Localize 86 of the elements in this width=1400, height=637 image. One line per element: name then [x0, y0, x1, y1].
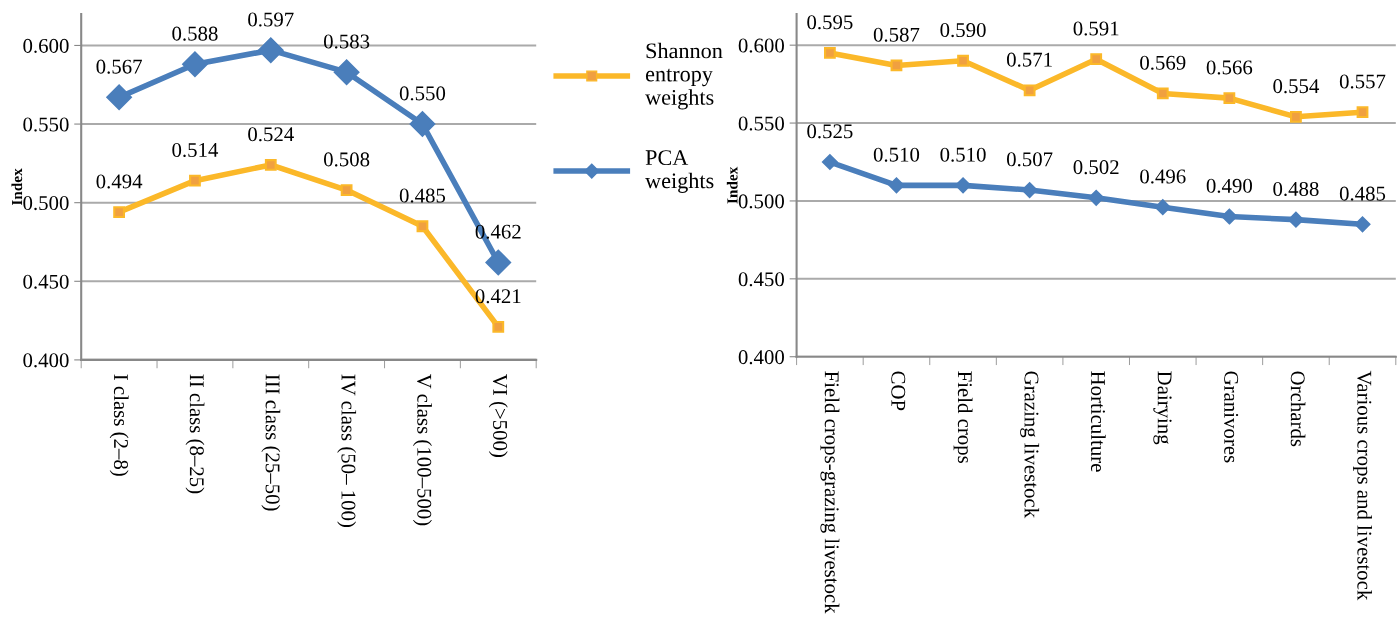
point	[113, 206, 126, 219]
point	[333, 59, 360, 86]
point	[189, 174, 201, 187]
data-label: 0.502	[1073, 160, 1119, 175]
point	[823, 47, 836, 59]
y-tick-label: 0.450	[738, 272, 784, 287]
point	[1356, 106, 1369, 119]
point	[957, 54, 969, 67]
point	[340, 184, 353, 197]
y-tick-label: 0.550	[23, 117, 69, 132]
x-tick-label: Grazing livestock	[1020, 371, 1040, 519]
y-tick-label: 0.400	[23, 353, 69, 368]
data-label: 0.588	[172, 26, 218, 41]
point	[1088, 189, 1105, 206]
y-tick-label: 0.600	[23, 38, 69, 53]
x-tick-label: IV class (50– 100)	[337, 374, 357, 527]
point	[264, 159, 277, 171]
x-tick-label: COP	[891, 371, 906, 411]
x-tick-label: Horticulture	[1090, 371, 1106, 472]
y-axis-title: Index	[11, 168, 23, 206]
point	[821, 154, 838, 170]
point	[106, 84, 132, 111]
data-label: 0.507	[1006, 152, 1053, 167]
legend-label: PCA weights	[645, 150, 714, 193]
point	[1090, 53, 1103, 66]
point	[1288, 211, 1304, 228]
data-label: 0.566	[1206, 60, 1253, 75]
point	[955, 177, 971, 194]
y-tick-label: 0.500	[23, 196, 69, 211]
data-label: 0.567	[96, 59, 142, 74]
x-tick-label: Dairying	[1153, 371, 1172, 445]
x-tick-label: II class (8–25)	[185, 374, 205, 494]
data-label: 0.569	[1140, 55, 1186, 70]
data-label: 0.590	[940, 23, 986, 38]
y-tick-label: 0.500	[738, 194, 784, 209]
point	[182, 51, 208, 78]
point	[1290, 110, 1302, 123]
point	[890, 59, 903, 72]
data-label: 0.485	[1339, 186, 1386, 201]
data-label: 0.597	[248, 12, 294, 27]
point	[1223, 92, 1236, 105]
data-label: 0.488	[1273, 181, 1319, 197]
point	[1021, 182, 1038, 198]
point	[485, 249, 512, 276]
point	[416, 220, 429, 233]
data-label: 0.587	[873, 27, 920, 42]
x-tick-label: Granivores	[1224, 371, 1239, 463]
point	[492, 320, 505, 333]
data-label: 0.557	[1339, 74, 1386, 89]
x-tick-label: V class (100–500)	[413, 374, 432, 526]
data-label: 0.524	[248, 127, 294, 142]
point	[409, 111, 436, 137]
data-label: 0.508	[323, 152, 370, 167]
legend-label: Shannon entropy weights	[645, 42, 723, 110]
point	[257, 37, 284, 63]
x-tick-label: Field crops	[953, 371, 973, 464]
data-label: 0.583	[323, 34, 370, 49]
point	[888, 177, 905, 194]
point	[1154, 199, 1171, 216]
x-tick-label: III class (25–50)	[261, 374, 281, 511]
y-tick-label: 0.600	[738, 38, 784, 53]
y-axis-title: Index	[726, 166, 738, 204]
y-tick-label: 0.550	[738, 116, 784, 131]
data-label: 0.571	[1006, 52, 1052, 67]
x-tick-label: I class (2–8)	[109, 374, 129, 476]
x-tick-label: Field crops-grazing livestock	[820, 371, 840, 614]
data-label: 0.525	[807, 124, 853, 139]
y-tick-label: 0.450	[23, 274, 69, 289]
x-tick-label: VI (>500)	[488, 374, 508, 457]
x-tick-label: Orchards	[1290, 371, 1306, 447]
point	[1156, 87, 1169, 100]
data-label: 0.510	[873, 147, 920, 162]
data-label: 0.510	[940, 147, 986, 162]
data-label: 0.595	[807, 15, 853, 30]
data-label: 0.494	[96, 174, 143, 189]
data-label: 0.485	[399, 188, 446, 203]
data-label: 0.514	[172, 142, 219, 158]
point	[1023, 84, 1036, 97]
data-label: 0.554	[1273, 79, 1320, 94]
data-label: 0.591	[1073, 21, 1119, 36]
x-tick-label: Various crops and livestock	[1353, 370, 1372, 601]
point	[1354, 216, 1371, 233]
data-label: 0.496	[1140, 169, 1186, 184]
y-tick-label: 0.400	[738, 350, 784, 365]
data-label: 0.490	[1206, 178, 1252, 193]
data-label: 0.550	[399, 86, 446, 101]
